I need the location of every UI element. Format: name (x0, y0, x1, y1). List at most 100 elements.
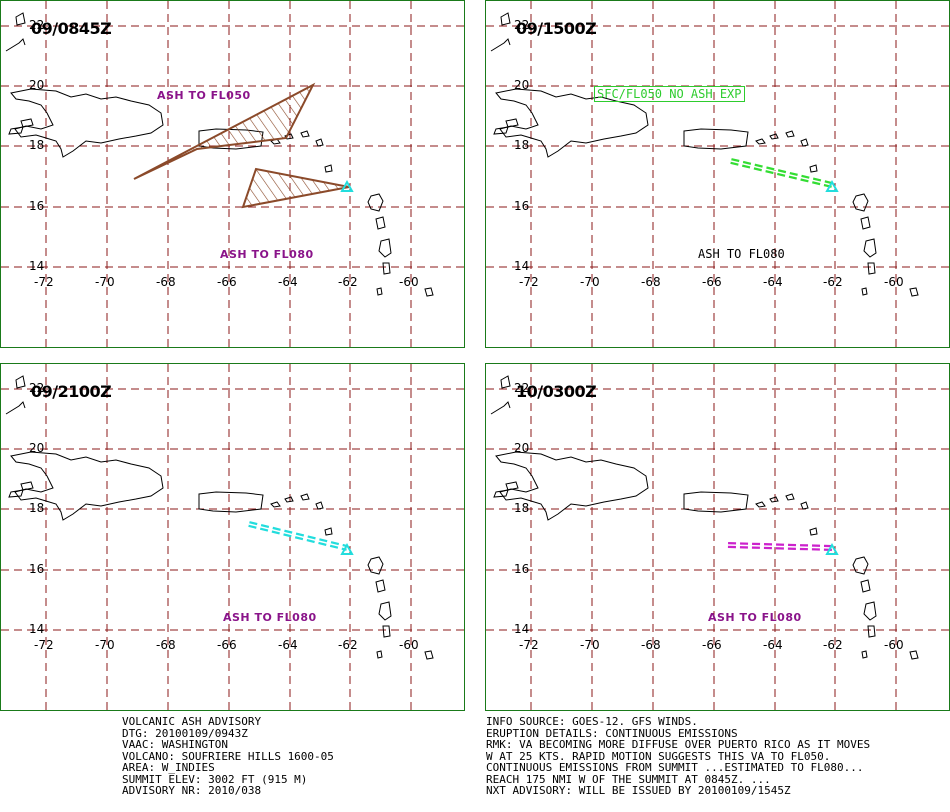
advisory-left-line: AREA: W_INDIES (122, 761, 215, 774)
coastline-segment (769, 496, 779, 503)
longitude-label: -64 (763, 638, 783, 652)
map-panel-1500z: 09/1500Z SFC/FL050 NO ASH EXP ASH TO FL0… (485, 0, 950, 348)
coastline-segment (863, 238, 877, 258)
coastline-segment (10, 88, 164, 158)
coastline (490, 375, 919, 660)
coastline-segment (5, 38, 26, 52)
map-canvas (486, 364, 949, 710)
coastline-segment (755, 501, 766, 508)
longitude-label: -64 (278, 275, 298, 289)
coastline-segment (5, 401, 26, 415)
latitude-label: 22 (514, 381, 530, 395)
ash-label-fl080: ASH TO FL080 (698, 247, 785, 261)
longitude-label: -60 (399, 275, 419, 289)
latitude-label: 20 (514, 78, 530, 92)
coastline-segment (270, 501, 281, 508)
latitude-label: 14 (29, 259, 45, 273)
advisory-left-line: DTG: 20100109/0943Z (122, 726, 248, 740)
advisory-left-line: VOLCANIC ASH ADVISORY (122, 715, 262, 728)
coastline-segment (378, 601, 392, 621)
latitude-label: 14 (29, 622, 45, 636)
longitude-label: -70 (95, 638, 115, 652)
coastline-segment (860, 216, 871, 230)
coastline-segment (20, 481, 34, 491)
coastline-segment (15, 375, 26, 389)
latitude-label: 16 (514, 199, 530, 213)
panel-title: 10/0300Z (516, 382, 597, 401)
ash-label-fl080: ASH TO FL080 (223, 611, 317, 624)
coastline-segment (867, 625, 876, 638)
latitude-label: 14 (514, 622, 530, 636)
coastline-segment (800, 501, 809, 510)
advisory-right-line: W AT 25 KTS. RAPID MOTION SUGGESTS THIS … (486, 749, 831, 763)
volcano-triangle-icon (825, 542, 839, 555)
coastline-segment (284, 496, 294, 503)
longitude-label: -72 (34, 638, 54, 652)
coastline-segment (852, 193, 869, 212)
coastline-segment (809, 164, 818, 173)
longitude-label: -70 (95, 275, 115, 289)
coastline-segment (785, 493, 795, 501)
coastline-segment (382, 625, 391, 638)
advisory-left-line: ADVISORY NR: 2010/038 (122, 784, 262, 797)
coastline-segment (867, 262, 876, 275)
longitude-label: -66 (217, 638, 237, 652)
latitude-label: 22 (514, 18, 530, 32)
ash-label-fl080: ASH TO FL080 (220, 248, 314, 261)
coastline-segment (863, 601, 877, 621)
longitude-label: -62 (338, 275, 358, 289)
longitude-label: -60 (399, 638, 419, 652)
no-ash-box-label: SFC/FL050 NO ASH EXP (594, 86, 745, 102)
ash-cloud-observed (133, 82, 350, 209)
coastline-segment (324, 164, 333, 173)
advisory-remarks-text: INFO SOURCE: GOES-12. GFS WINDS. ERUPTION… (486, 716, 870, 797)
advisory-left-line: SUMMIT ELEV: 3002 FT (915 M) (122, 772, 308, 786)
coastline-segment (375, 216, 386, 230)
advisory-right-line: RMK: VA BECOMING MORE DIFFUSE OVER PUERT… (486, 738, 871, 751)
volcano-triangle-icon (340, 542, 354, 555)
latitude-label: 16 (29, 562, 45, 576)
coastline-segment (375, 579, 386, 593)
longitude-label: -60 (884, 638, 904, 652)
coastline-segment (376, 287, 383, 296)
coastline-segment (755, 138, 766, 145)
advisory-right-line: INFO SOURCE: GOES-12. GFS WINDS. (486, 715, 698, 728)
latitude-label: 16 (514, 562, 530, 576)
longitude-label: -68 (641, 638, 661, 652)
map-panel-2100z: 09/2100Z ASH TO FL080 22 20 18 16 14 -72 -70 -6… (0, 363, 465, 711)
latitude-label: 18 (514, 138, 530, 152)
longitude-label: -64 (278, 638, 298, 652)
coastline-segment (861, 287, 868, 296)
coastline-segment (8, 126, 24, 135)
coastline-segment (860, 579, 871, 593)
coastline-segment (769, 133, 779, 140)
coastline-segment (493, 489, 509, 498)
coastline-segment (809, 527, 818, 536)
coastline-segment (500, 12, 511, 26)
coastline-segment (683, 128, 749, 150)
coastline-segment (324, 527, 333, 536)
volcano-triangle-icon (825, 179, 839, 192)
advisory-right-line: CONTINUOUS EMISSIONS FROM SUMMIT ...ESTI… (486, 761, 864, 774)
map-canvas (1, 364, 464, 710)
ash-cloud-forecast (727, 542, 833, 551)
coastline-segment (382, 262, 391, 275)
latitude-label: 18 (29, 501, 45, 515)
advisory-right-line: REACH 175 NMI W OF THE SUMMIT AT 0845Z. … (486, 772, 771, 786)
panel-title: 09/1500Z (516, 19, 597, 38)
coastline-segment (376, 650, 383, 659)
coastline-segment (683, 491, 749, 513)
longitude-label: -62 (338, 638, 358, 652)
lat-lon-grid (1, 1, 464, 347)
longitude-label: -72 (34, 275, 54, 289)
coastline (490, 12, 919, 297)
ash-label-fl080: ASH TO FL080 (708, 611, 802, 624)
longitude-label: -70 (580, 275, 600, 289)
advisory-header-text: VOLCANIC ASH ADVISORY DTG: 20100109/0943Z… (122, 716, 334, 797)
lat-lon-grid (486, 1, 949, 347)
lat-lon-grid (486, 364, 949, 710)
map-panel-0300z: 10/0300Z ASH TO FL080 22 20 18 16 14 -72 -70 -6… (485, 363, 950, 711)
coastline-segment (505, 481, 519, 491)
map-canvas (486, 1, 949, 347)
latitude-label: 22 (29, 18, 45, 32)
